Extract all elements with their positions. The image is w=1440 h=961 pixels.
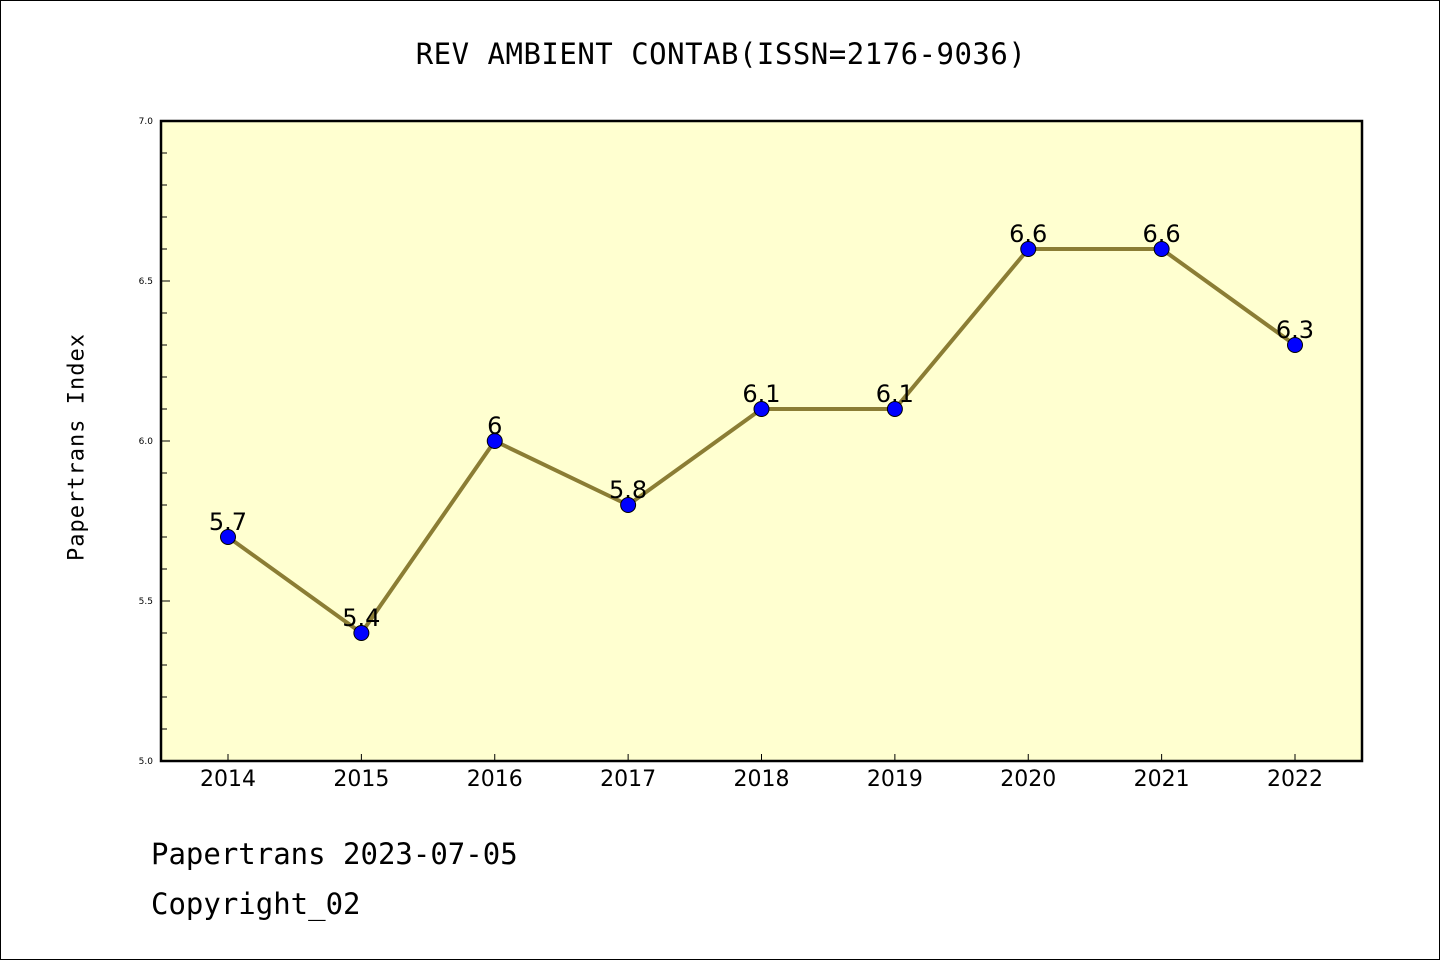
y-tick-label: 6.5 [139,277,153,287]
data-label: 5.7 [209,508,247,536]
y-tick-label: 5.5 [139,597,153,607]
data-point [753,401,770,417]
data-label: 6.1 [876,380,914,408]
data-label: 6 [487,412,502,440]
y-tick-label: 6.0 [139,437,154,447]
x-tick-label: 2015 [333,767,389,792]
x-tick-label: 2021 [1134,767,1190,792]
data-point [1020,241,1037,257]
footer-copyright: Copyright_02 [151,887,361,921]
x-tick-label: 2016 [467,767,523,792]
x-tick-label: 2018 [734,767,790,792]
data-label: 6.6 [1143,220,1181,248]
data-label: 6.3 [1276,316,1314,344]
data-point [486,433,503,449]
data-point [620,497,637,513]
data-point [1153,241,1170,257]
data-label: 6.6 [1009,220,1047,248]
data-label: 6.1 [742,380,780,408]
data-point [886,401,903,417]
x-tick-label: 2019 [867,767,923,792]
data-label: 5.4 [342,604,380,632]
plot-area [159,119,1364,763]
x-tick-label: 2020 [1000,767,1056,792]
chart-title: REV AMBIENT CONTAB(ISSN=2176-9036) [415,37,1027,71]
y-tick-label: 7.0 [139,117,154,127]
footer-date: Papertrans 2023-07-05 [151,837,518,871]
data-point [220,529,236,545]
x-tick-label: 2017 [600,767,656,792]
data-label: 5.8 [609,476,647,504]
data-point [353,625,370,641]
y-tick-label: 5.0 [139,757,154,767]
x-tick-label: 2022 [1267,767,1323,792]
data-point [1287,337,1303,353]
x-tick-label: 2014 [200,767,256,792]
